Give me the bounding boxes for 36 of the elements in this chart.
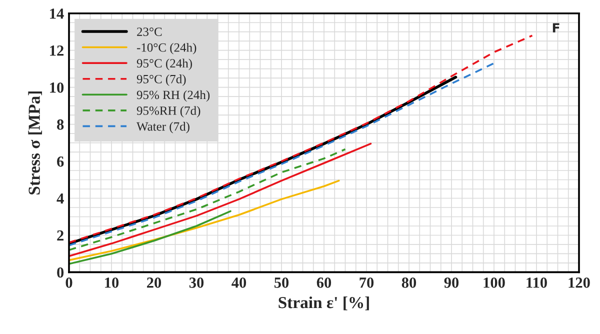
line-series bbox=[69, 142, 372, 258]
annotation: F bbox=[552, 23, 560, 32]
line-series bbox=[69, 210, 232, 265]
y-tick-label: 2 bbox=[57, 230, 64, 241]
legend-label: 95% RH (24h) bbox=[136, 90, 210, 102]
x-tick-label: 10 bbox=[105, 278, 119, 288]
y-tick-label: 0 bbox=[57, 267, 64, 278]
x-tick-label: 120 bbox=[568, 278, 590, 288]
x-axis-title: Strain ε' [%] bbox=[278, 296, 369, 310]
y-tick-label: 8 bbox=[57, 119, 64, 130]
x-tick-label: 50 bbox=[274, 278, 289, 288]
y-tick-label: 6 bbox=[57, 156, 64, 167]
legend-label: 95%RH (7d) bbox=[136, 106, 200, 118]
x-tick-label: 100 bbox=[484, 278, 505, 288]
line-series bbox=[69, 180, 340, 262]
y-tick-label: 12 bbox=[50, 46, 64, 56]
line-series bbox=[69, 148, 346, 251]
x-tick-label: 30 bbox=[189, 278, 204, 288]
y-tick-label: 10 bbox=[50, 82, 64, 93]
legend-label: Water (7d) bbox=[136, 122, 190, 134]
legend-label: 95°C (7d) bbox=[136, 74, 186, 86]
x-tick-label: 70 bbox=[360, 278, 374, 288]
y-axis-title: Stress σ [MPa] bbox=[28, 92, 42, 194]
y-tick-label: 4 bbox=[56, 193, 64, 204]
x-tick-label: 80 bbox=[402, 278, 416, 288]
legend-label: 95°C (24h) bbox=[136, 58, 192, 70]
x-tick-label: 40 bbox=[232, 278, 246, 288]
line-series bbox=[69, 34, 534, 244]
x-tick-label: 0 bbox=[66, 278, 72, 288]
legend-label: -10°C (24h) bbox=[136, 42, 196, 54]
legend-label: 23°C bbox=[137, 28, 162, 36]
y-tick-label: 14 bbox=[50, 8, 64, 19]
x-tick-label: 90 bbox=[444, 278, 459, 288]
x-tick-label: 110 bbox=[526, 278, 547, 288]
x-tick-label: 20 bbox=[147, 278, 162, 288]
x-tick-label: 60 bbox=[316, 278, 332, 288]
